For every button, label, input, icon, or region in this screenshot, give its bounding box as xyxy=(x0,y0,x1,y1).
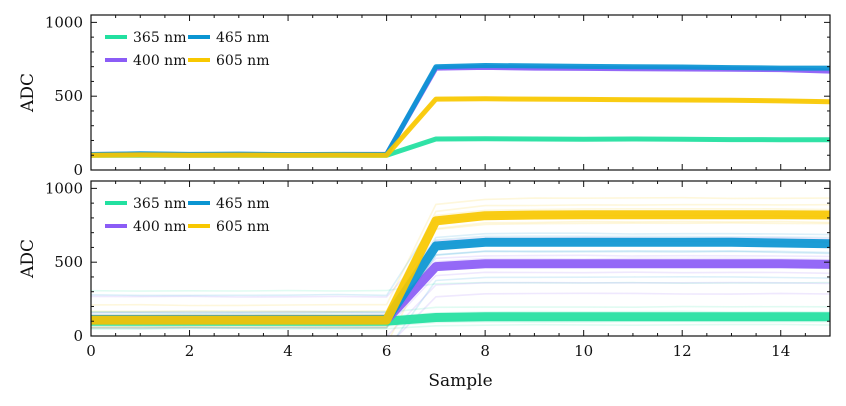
spread-trace xyxy=(91,196,830,307)
x-axis-label: Sample xyxy=(428,371,492,391)
series-line-605-nm xyxy=(91,96,830,158)
legend-label: 400 nm xyxy=(133,53,186,69)
x-tick-label: 14 xyxy=(771,342,790,360)
x-tick-label: 0 xyxy=(86,342,96,360)
legend-label: 400 nm xyxy=(133,219,186,235)
spread-trace xyxy=(91,65,830,157)
y-axis-label: ADC xyxy=(18,73,38,113)
spread-trace xyxy=(91,271,830,329)
spread-trace xyxy=(91,250,830,330)
y-tick-label: 1000 xyxy=(45,13,83,31)
spread-trace xyxy=(91,281,830,292)
spread-trace xyxy=(91,66,830,157)
x-tick-label: 4 xyxy=(283,342,293,360)
y-tick-label: 500 xyxy=(54,87,83,105)
legend-label: 365 nm xyxy=(133,30,186,46)
spread-trace xyxy=(395,275,830,336)
spread-trace xyxy=(91,96,830,156)
spread-trace xyxy=(91,67,830,157)
spread-trace xyxy=(91,98,830,157)
y-tick-label: 500 xyxy=(54,253,83,271)
spread-trace xyxy=(91,220,830,328)
legend-label: 365 nm xyxy=(133,196,186,212)
x-tick-label: 8 xyxy=(480,342,490,360)
legend-label: 465 nm xyxy=(216,30,269,46)
series-line-605-nm xyxy=(91,210,830,325)
x-tick-label: 2 xyxy=(185,342,195,360)
y-tick-label: 0 xyxy=(73,161,83,179)
legend-label: 605 nm xyxy=(216,53,269,69)
spread-trace xyxy=(91,254,830,314)
panel-bottom: 0 500 1000 0 2 4 6 8 10 12 14 ADC Sample 365 nm 400 nm… xyxy=(18,179,831,391)
x-tick-label: 10 xyxy=(574,342,593,360)
spread-trace xyxy=(140,281,830,336)
plot-area-bottom xyxy=(91,196,830,336)
legend-label: 605 nm xyxy=(216,219,269,235)
spread-trace xyxy=(91,249,830,329)
spread-trace xyxy=(91,323,830,330)
legend: 365 nm 400 nm 465 nm 605 nm xyxy=(105,30,269,69)
spread-trace xyxy=(91,222,830,329)
x-tick-label: 12 xyxy=(673,342,692,360)
x-tick-label: 6 xyxy=(382,342,392,360)
spread-trace xyxy=(91,97,830,156)
legend-label: 465 nm xyxy=(216,196,269,212)
legend: 365 nm 400 nm 465 nm 605 nm xyxy=(105,196,269,235)
plot-area-top xyxy=(91,63,830,158)
spread-trace xyxy=(91,305,830,314)
y-tick-label: 0 xyxy=(73,327,83,345)
spread-trace xyxy=(91,203,830,313)
spread-trace xyxy=(91,235,830,316)
spread-trace xyxy=(91,232,830,313)
y-axis-label: ADC xyxy=(18,239,38,279)
y-tick-label: 1000 xyxy=(45,179,83,197)
panel-top: 0 500 1000 ADC 365 nm 400 nm 465 nm 605 nm xyxy=(18,13,831,179)
spread-trace xyxy=(396,292,830,336)
